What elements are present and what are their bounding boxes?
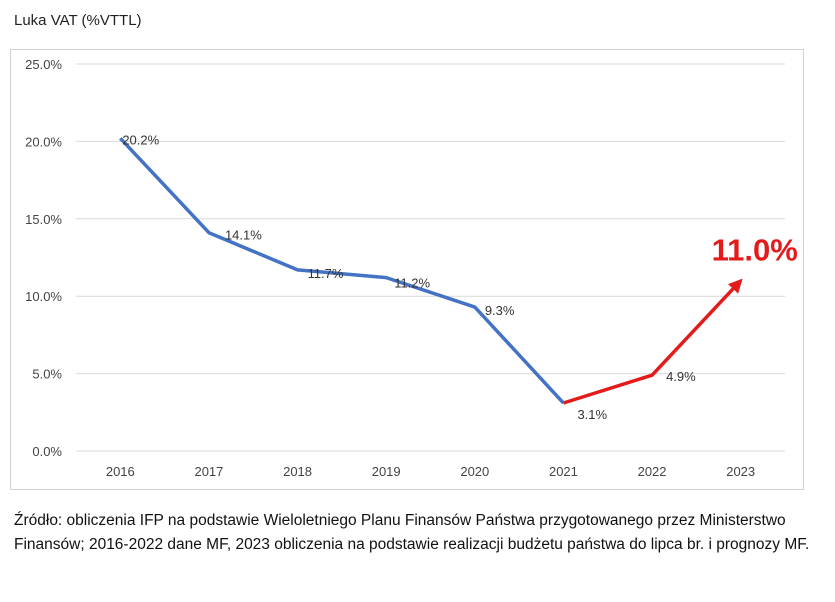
series-line-forecast — [562, 278, 743, 405]
y-tick-label: 25.0% — [25, 57, 62, 72]
x-tick-label: 2023 — [726, 464, 755, 479]
x-tick-label: 2017 — [194, 464, 223, 479]
x-tick-label: 2018 — [283, 464, 312, 479]
data-label: 11.2% — [394, 276, 430, 291]
data-label: 9.3% — [485, 303, 515, 318]
data-label: 20.2% — [122, 132, 159, 147]
data-label: 11.7% — [308, 266, 344, 281]
chart-area — [10, 49, 804, 490]
x-tick-label: 2022 — [638, 464, 667, 479]
x-tick-label: 2020 — [460, 464, 489, 479]
x-tick-label: 2016 — [106, 464, 135, 479]
y-tick-label: 5.0% — [32, 367, 62, 382]
data-label: 4.9% — [666, 369, 696, 384]
x-tick-label: 2021 — [549, 464, 578, 479]
data-label: 14.1% — [225, 228, 262, 243]
y-tick-label: 15.0% — [25, 212, 62, 227]
chart-title: Luka VAT (%VTTL) — [14, 12, 142, 29]
source-note: Źródło: obliczenia IFP na podstawie Wiel… — [14, 512, 810, 553]
y-tick-label: 10.0% — [25, 289, 62, 304]
series-line-actual — [119, 137, 565, 405]
x-tick-label: 2019 — [372, 464, 401, 479]
data-label: 3.1% — [577, 407, 607, 422]
data-label-highlight: 11.0% — [712, 233, 798, 268]
y-tick-label: 0.0% — [32, 444, 62, 459]
y-tick-label: 20.0% — [25, 134, 62, 149]
